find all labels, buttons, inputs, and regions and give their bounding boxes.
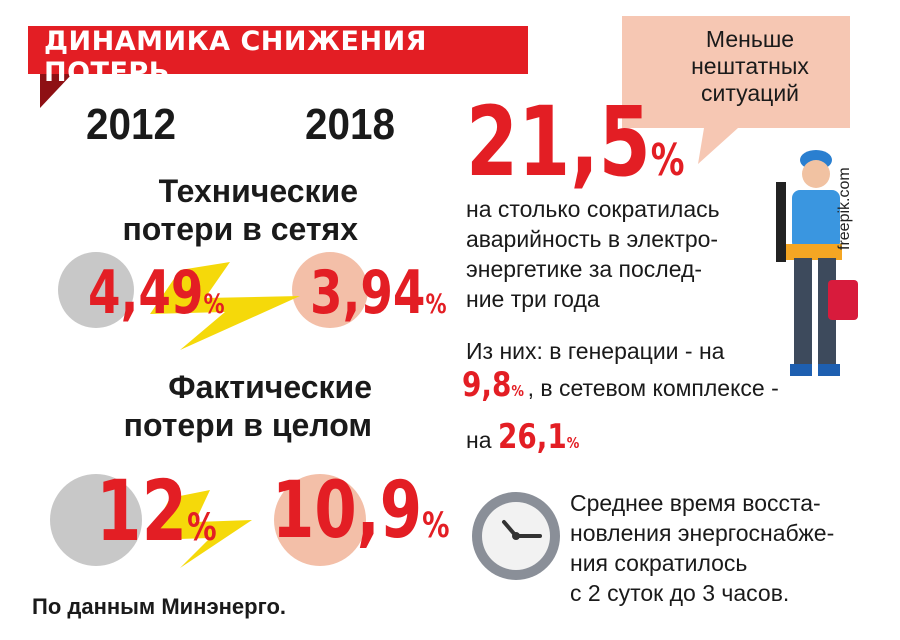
- network-text: , в сетевом комплексе -: [527, 375, 779, 401]
- speech-bubble-shape: [622, 16, 850, 164]
- accident-line3: энергетике за послед-: [466, 256, 703, 282]
- breakdown-intro: Из них: в генерации - на: [466, 338, 725, 364]
- header-banner: [28, 26, 528, 108]
- restore-line3: ния сократилось: [570, 550, 748, 576]
- year-2018-label: 2018: [305, 100, 396, 149]
- speech-line2: нештатных: [691, 53, 809, 79]
- source-note: По данным Минэнерго.: [32, 594, 286, 619]
- circle-2012-technical: [58, 252, 134, 328]
- clock-icon: [472, 492, 560, 580]
- technical-title-line2: потери в сетях: [122, 211, 358, 247]
- shirt-icon: [792, 190, 840, 250]
- restore-line1: Среднее время восста-: [570, 490, 821, 516]
- clock-center: [512, 532, 520, 540]
- head-icon: [802, 160, 830, 188]
- lightning-bolt-icon: [150, 262, 300, 350]
- network-value: 26,1%: [497, 417, 580, 457]
- right-shoe: [818, 364, 840, 376]
- na-label: на: [466, 427, 492, 453]
- restore-line4: с 2 суток до 3 часов.: [570, 580, 790, 606]
- accident-description: на столько сократилась аварийность в эле…: [466, 194, 720, 314]
- left-leg: [794, 258, 812, 366]
- circle-2018-actual: [274, 474, 366, 566]
- circle-2018-technical: [292, 252, 368, 328]
- breakdown-generation-row: 9,8%, в сетевом комплексе -: [462, 365, 779, 406]
- banner-fold: [40, 74, 72, 108]
- cable-coil-icon: [776, 182, 786, 262]
- tool-bag-icon: [828, 280, 858, 320]
- actual-losses-graphic: [50, 474, 366, 568]
- left-shoe: [790, 364, 812, 376]
- actual-2018-value: 10,9%: [272, 466, 450, 556]
- technical-2012-value: 4,49%: [88, 258, 225, 328]
- lightning-bolt-icon-2: [148, 490, 252, 568]
- actual-title-line1: Фактические: [168, 369, 372, 405]
- restore-line2: новления энергоснабже-: [570, 520, 835, 546]
- speech-line1: Меньше: [705, 26, 795, 52]
- technical-title-line1: Технические: [158, 173, 358, 209]
- technical-2018-value: 3,94%: [310, 258, 447, 328]
- year-2012-label: 2012: [86, 100, 177, 149]
- breakdown-network-row: на 26,1%: [466, 417, 597, 458]
- restore-description: Среднее время восста- новления энергосна…: [570, 488, 834, 608]
- accident-rate-value: 21,5%: [466, 86, 685, 198]
- tool-belt-icon: [786, 244, 842, 260]
- electrician-illustration: [776, 150, 858, 376]
- accident-line2: аварийность в электро-: [466, 226, 719, 252]
- accident-line1: на столько сократилась: [466, 196, 720, 222]
- speech-bubble-text: Меньше нештатных ситуаций: [650, 26, 850, 107]
- page-title: ДИНАМИКА СНИЖЕНИЯ ПОТЕРЬ: [44, 26, 427, 88]
- actual-2012-value: 12%: [96, 462, 217, 560]
- speech-line3: ситуаций: [700, 80, 800, 106]
- circle-2012-actual: [50, 474, 142, 566]
- technical-losses-title: Технические потери в сетях: [60, 172, 358, 248]
- speech-bubble: [622, 16, 850, 164]
- accident-line4: ние три года: [466, 286, 600, 312]
- actual-losses-title: Фактические потери в целом: [60, 368, 372, 444]
- credit-label: freepik.com: [836, 167, 853, 250]
- generation-value: 9,8%: [462, 365, 524, 405]
- technical-losses-graphic: [58, 252, 368, 350]
- actual-title-line2: потери в целом: [123, 407, 372, 443]
- banner-ribbon: [28, 26, 528, 74]
